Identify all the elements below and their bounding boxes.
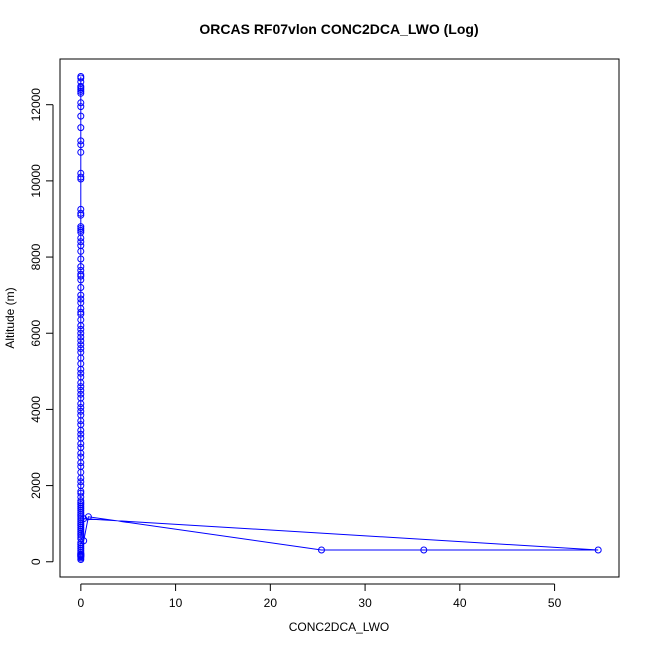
data-point [77,175,85,183]
data-point [77,87,85,95]
data-point [77,474,85,482]
data-point [80,515,88,523]
y-tick-label: 2000 [29,472,43,499]
data-point [77,137,85,145]
data-point [77,383,85,391]
y-tick-label: 12000 [29,88,43,122]
y-axis: 0 2000 4000 6000 8000 10000 12000 [29,88,54,565]
data-point [77,112,85,120]
y-tick-label: 0 [29,558,43,565]
data-point [77,141,85,149]
data-point [77,103,85,111]
x-axis-label: CONC2DCA_LWO [289,620,389,634]
data-point [77,341,85,349]
plot-frame [59,58,620,578]
series-line [80,76,599,560]
data-point [77,124,85,132]
x-tick-label: 30 [358,596,372,610]
data-point [77,550,85,558]
data-point [84,513,92,521]
data-point [594,546,602,554]
data-point [77,404,85,411]
data-point [77,225,85,232]
data-point [77,417,85,425]
x-tick-label: 40 [453,596,467,610]
data-point [77,247,85,255]
y-axis-label: Altitude (m) [3,287,17,348]
data-point [77,173,85,181]
data-point [77,337,85,345]
x-tick-label: 20 [264,596,278,610]
data-point [77,211,85,219]
data-point [77,489,85,497]
data-point [77,459,85,467]
data-point [77,329,85,337]
data-point [77,284,85,291]
data-point [77,365,85,373]
data-point [77,430,85,438]
series-polyline [80,76,599,560]
data-point [77,386,85,394]
data-point [77,291,85,299]
data-point [77,390,85,398]
y-tick-label: 8000 [29,243,43,270]
x-tick-label: 50 [548,596,562,610]
data-point [77,276,85,284]
data-point [77,322,85,330]
data-point [77,369,85,377]
y-tick-label: 10000 [29,164,43,198]
data-point [77,407,85,415]
data-point [77,238,85,246]
data-point [420,546,428,554]
data-point [77,74,85,82]
data-point [77,449,85,457]
data-point [77,148,85,156]
data-point [77,400,85,408]
data-point [77,478,85,486]
data-point [77,86,85,93]
data-point [77,308,85,316]
x-tick-label: 0 [78,596,85,610]
data-point [77,89,85,97]
data-point [77,255,85,263]
data-point [77,234,85,242]
x-tick-label: 10 [169,596,183,610]
data-point [77,345,85,352]
data-point [318,546,325,554]
data-point [77,440,85,448]
x-axis: 0 10 20 30 40 50 [78,583,562,610]
data-point [77,531,85,539]
data-point [77,209,85,217]
data-point [77,295,85,303]
data-point [77,99,85,107]
data-point [77,333,85,341]
chart-title: ORCAS RF07vlon CONC2DCA_LWO (Log) [199,21,478,37]
y-tick-label: 4000 [29,396,43,423]
data-point [77,263,85,271]
y-tick-label: 6000 [29,320,43,347]
data-point [77,556,85,563]
data-point [77,379,85,387]
data-point [77,426,85,434]
data-point [77,325,85,333]
data-point [77,272,85,280]
data-point [77,226,85,234]
series-points [77,73,602,563]
